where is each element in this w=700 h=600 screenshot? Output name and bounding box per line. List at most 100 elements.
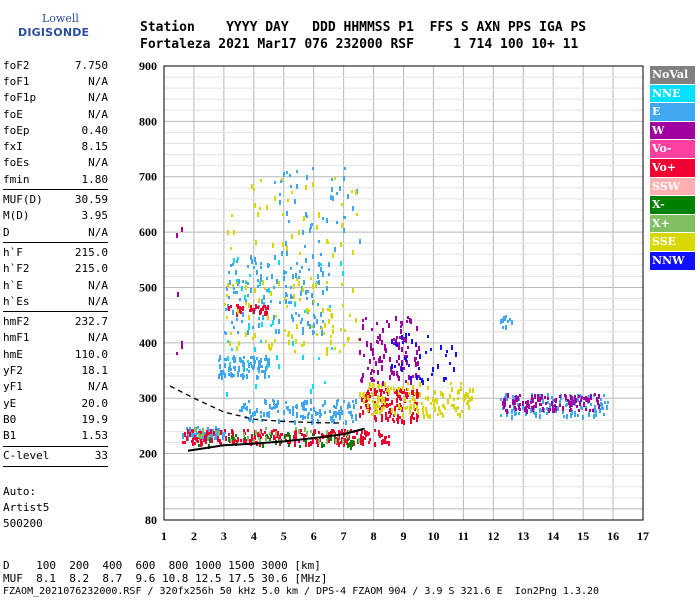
data-point xyxy=(240,374,242,377)
data-point xyxy=(313,300,315,303)
data-point xyxy=(232,263,234,266)
data-point xyxy=(364,437,366,440)
data-point xyxy=(253,356,255,361)
data-point xyxy=(221,375,223,380)
data-point xyxy=(344,329,346,332)
data-point xyxy=(539,408,541,413)
data-point xyxy=(196,432,198,435)
data-point xyxy=(372,385,374,388)
data-point xyxy=(333,405,335,408)
data-point xyxy=(266,289,268,292)
data-point xyxy=(370,343,372,348)
data-point xyxy=(229,280,231,285)
param-value: 0.40 xyxy=(81,123,109,137)
data-point xyxy=(339,417,341,420)
data-point xyxy=(387,398,389,401)
legend: NoVal NNE E W Vo- Vo+ SSW X- X+ SSE NNW xyxy=(650,66,695,271)
data-point xyxy=(251,259,253,264)
data-point xyxy=(257,432,259,437)
data-point xyxy=(272,243,274,248)
data-point xyxy=(373,370,375,373)
data-point xyxy=(539,394,541,397)
data-point xyxy=(388,435,390,438)
param-label: fxI xyxy=(3,140,23,154)
data-point xyxy=(401,360,403,365)
data-point xyxy=(198,444,200,447)
data-point xyxy=(278,329,280,334)
data-point xyxy=(438,406,440,411)
data-point xyxy=(295,427,297,430)
data-point xyxy=(434,407,436,412)
data-point xyxy=(336,401,338,406)
data-point xyxy=(443,377,445,382)
data-point xyxy=(336,221,338,224)
data-point xyxy=(585,408,587,411)
data-point xyxy=(505,393,507,398)
data-point xyxy=(374,411,376,414)
data-point xyxy=(415,357,417,360)
data-point xyxy=(242,312,244,317)
data-point xyxy=(371,328,373,331)
param-row-clevel: C-level 33 xyxy=(3,448,108,464)
data-point xyxy=(295,435,297,440)
data-point xyxy=(354,436,356,439)
data-point xyxy=(330,195,332,200)
data-point xyxy=(581,407,583,410)
data-point xyxy=(400,325,402,328)
data-point xyxy=(506,398,508,401)
data-point xyxy=(254,257,256,262)
data-point xyxy=(309,228,311,233)
y-tick-label: 400 xyxy=(139,336,157,350)
data-point xyxy=(445,354,447,357)
data-point xyxy=(381,414,383,417)
data-point xyxy=(296,278,298,281)
data-point xyxy=(349,405,351,408)
data-point xyxy=(334,177,336,180)
data-point xyxy=(300,415,302,418)
data-point xyxy=(391,364,393,369)
data-point xyxy=(381,366,383,371)
data-point xyxy=(254,435,256,440)
data-point xyxy=(317,442,319,447)
data-point xyxy=(277,410,279,413)
param-value: 7.750 xyxy=(74,58,108,72)
data-point xyxy=(246,374,248,379)
data-point xyxy=(367,403,369,408)
data-point xyxy=(565,399,567,402)
data-point xyxy=(596,397,598,402)
data-point xyxy=(288,340,290,345)
data-point xyxy=(298,281,300,286)
param-group-virtual-heights: h`F 215.0 h`F2 215.0 h`E N/A h`Es N/A xyxy=(3,244,108,309)
data-point xyxy=(247,429,249,432)
data-point xyxy=(547,393,549,398)
data-point xyxy=(254,288,256,293)
data-point xyxy=(370,372,372,375)
data-point xyxy=(236,318,238,321)
data-point xyxy=(292,406,294,411)
data-point xyxy=(449,394,451,399)
data-point xyxy=(340,261,342,266)
data-point xyxy=(592,409,594,412)
data-point xyxy=(293,435,295,440)
data-point xyxy=(291,334,293,339)
data-point xyxy=(255,262,257,265)
data-point xyxy=(202,435,204,440)
data-point xyxy=(215,426,217,429)
data-point xyxy=(379,433,381,438)
data-point xyxy=(278,319,280,324)
data-point xyxy=(509,318,511,321)
data-point xyxy=(533,411,535,414)
data-point xyxy=(347,443,349,448)
data-point xyxy=(285,299,287,304)
data-point xyxy=(228,437,230,442)
data-point xyxy=(296,262,298,265)
data-point xyxy=(290,286,292,289)
data-point xyxy=(451,404,453,407)
data-point xyxy=(376,409,378,412)
data-point xyxy=(381,407,383,412)
data-point xyxy=(460,382,462,385)
data-point xyxy=(257,285,259,288)
data-point xyxy=(324,400,326,405)
data-point xyxy=(417,415,419,418)
data-point xyxy=(542,399,544,404)
